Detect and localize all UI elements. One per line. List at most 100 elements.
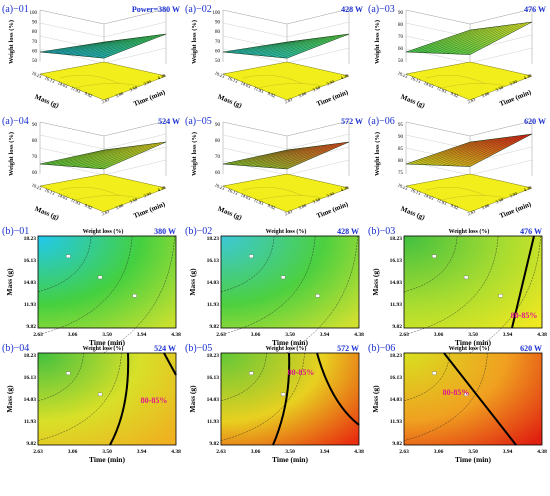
mesh-line (273, 35, 336, 58)
panel-label: (b)−06 (368, 343, 395, 354)
y-tick-label: 18.23 (390, 236, 403, 242)
mass-tick-label: 9.82 (84, 203, 93, 211)
power-label: 524 W (158, 117, 180, 126)
x-tick-label: 3.50 (285, 332, 295, 338)
response-surface (222, 141, 350, 170)
time-tick-label: 3.06 (481, 90, 491, 98)
projection-contour (425, 74, 507, 89)
mass-tick-label: 9.82 (267, 91, 276, 99)
y-tick-label: 9.82 (26, 324, 36, 330)
x-tick-label: 3.94 (320, 449, 330, 455)
x-tick-label: 4.38 (171, 449, 181, 455)
contour-title: Weight loss (%) (83, 228, 124, 235)
bold-contour (272, 352, 291, 446)
projection-plane (222, 61, 350, 101)
power-label: 524 W (154, 344, 176, 353)
z-axis-label: Weight loss (%) (374, 132, 381, 176)
mass-tick-label: 14.03 (57, 192, 69, 201)
time-tick-label: 3.94 (326, 78, 336, 86)
x-tick-label: 3.50 (102, 332, 112, 338)
mass-axis-label: Mass (g) (216, 93, 243, 110)
y-tick-label: 16.13 (24, 375, 37, 381)
contour-area (37, 235, 177, 329)
contour-value-marker (432, 371, 437, 375)
contour-line (403, 352, 488, 441)
y-tick-label: 18.23 (24, 236, 37, 242)
contour-line (220, 235, 316, 336)
mass-tick-label: 18.23 (214, 70, 226, 79)
x-tick-label: 3.50 (468, 332, 478, 338)
time-tick-label: 3.94 (143, 78, 153, 86)
power-label: 620 W (520, 344, 542, 353)
grid-line (222, 133, 350, 150)
mesh-line (419, 28, 484, 53)
mass-axis-label: Mass (g) (33, 93, 60, 110)
y-tick-label: 9.82 (26, 441, 36, 447)
contour-value-marker (432, 254, 437, 258)
y-tick-label: 11.93 (390, 302, 402, 308)
mesh-line (94, 142, 158, 169)
y-tick-label: 16.13 (390, 258, 403, 264)
panel-label: (a)−06 (368, 116, 395, 127)
mass-tick-label: 9.82 (450, 203, 459, 211)
mesh-line (227, 149, 292, 165)
contour-line (220, 235, 275, 292)
mesh-line (419, 140, 484, 165)
mesh-line (81, 36, 144, 57)
z-tick-label: 60 (32, 49, 38, 54)
panel-label: (b)−05 (185, 343, 212, 354)
power-label: 476 W (524, 5, 546, 14)
mesh-line (99, 34, 162, 58)
mesh-line (85, 144, 149, 168)
time-tick-label: 2.63 (284, 96, 294, 104)
panel-label: (b)−02 (185, 226, 212, 237)
contour-value-marker (97, 275, 103, 280)
contour-line (220, 352, 305, 441)
panel-label: (a)−02 (185, 4, 212, 15)
contour-line (403, 235, 458, 292)
y-axis-label: Mass (g) (188, 268, 197, 296)
mass-tick-label: 16.13 (44, 75, 56, 84)
region-label: 80-85% (443, 388, 470, 397)
mesh-line (245, 38, 310, 55)
mesh-line (456, 23, 519, 55)
time-axis-label: Time (min) (132, 200, 167, 220)
mass-tick-label: 16.13 (227, 75, 239, 84)
z-tick-label: 90 (32, 21, 38, 26)
mass-tick-label: 16.13 (44, 187, 56, 196)
time-tick-label: 3.94 (509, 190, 519, 198)
mesh-line (236, 148, 301, 166)
z-tick-label: 90 (398, 135, 404, 140)
panel-label: (a)−05 (185, 116, 212, 127)
time-tick-label: 3.50 (312, 196, 322, 204)
y-tick-label: 9.82 (392, 324, 402, 330)
power-label: 476 W (520, 227, 542, 236)
mesh-line (62, 38, 127, 55)
x-axis-label: Time (min) (455, 455, 491, 464)
contour-panel: 2.63 3.06 3.50 3.94 4.38 18.23 16.13 14.03 11.93… (185, 226, 364, 380)
mesh-line (241, 39, 305, 54)
mesh-line (259, 37, 323, 56)
contour-value-marker (280, 275, 286, 280)
y-tick-label: 9.82 (209, 441, 219, 447)
time-tick-label: 2.63 (101, 208, 111, 216)
surface-panel: 95 90 85 80 75 Weight loss (%) 18.2316.1314.03… (368, 116, 546, 222)
mesh-line (424, 139, 488, 165)
z-tick-label: 90 (215, 123, 221, 128)
contour-plots: 2.63 3.06 3.50 3.94 4.38 18.23 16.13 14.03 11.93… (2, 226, 547, 464)
mesh-line (250, 146, 314, 167)
x-tick-label: 3.06 (68, 332, 78, 338)
power-label: 620 W (524, 117, 546, 126)
mesh-line (76, 145, 140, 168)
grid-line (39, 21, 167, 38)
mesh-line (53, 148, 118, 166)
time-axis-label: Time (min) (498, 88, 533, 108)
mass-tick-label: 11.93 (70, 197, 82, 206)
y-tick-label: 16.13 (207, 258, 220, 264)
mass-tick-label: 14.03 (240, 80, 252, 89)
mesh-line (456, 135, 519, 167)
y-tick-label: 18.23 (390, 353, 403, 359)
x-tick-label: 3.94 (503, 449, 513, 455)
mesh-line (90, 35, 153, 58)
contour-title: Weight loss (%) (266, 345, 307, 352)
